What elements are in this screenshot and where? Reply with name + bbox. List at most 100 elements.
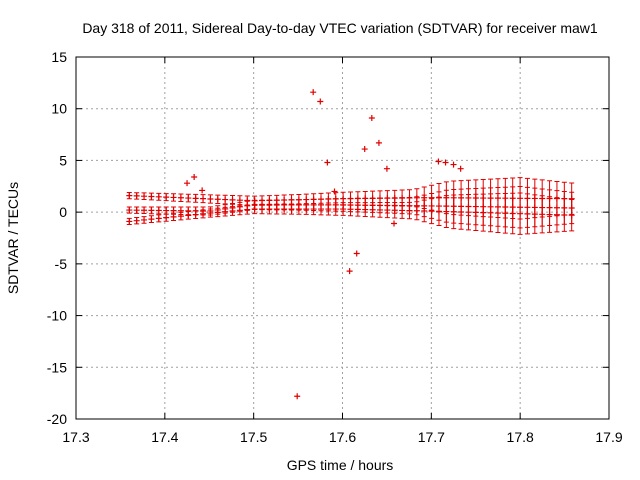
data-point [340, 206, 347, 213]
data-point [450, 208, 457, 215]
y-tick-label: -5 [55, 256, 68, 272]
y-tick-label: 0 [59, 204, 67, 220]
data-point [502, 210, 509, 217]
data-point [126, 192, 133, 199]
data-point [222, 208, 229, 215]
data-point [133, 217, 140, 224]
data-point [465, 209, 472, 216]
data-point [487, 209, 494, 216]
data-point [539, 211, 546, 218]
data-point [229, 196, 236, 203]
data-point [273, 206, 280, 213]
y-tick-label: -15 [47, 359, 67, 375]
data-point [163, 194, 170, 201]
data-point [259, 206, 266, 213]
outlier-point [317, 98, 324, 105]
data-point [177, 213, 184, 220]
x-axis-label: GPS time / hours [287, 457, 394, 473]
outlier-point [375, 139, 382, 146]
data-point [229, 208, 236, 215]
outlier-point [435, 158, 442, 165]
data-point [192, 211, 199, 218]
chart-title: Day 318 of 2011, Sidereal Day-to-day VTE… [82, 20, 598, 36]
data-point [141, 207, 148, 214]
grid-lines [76, 57, 609, 419]
data-point [561, 211, 568, 218]
data-point [155, 215, 162, 222]
data-point [413, 207, 420, 214]
data-point [185, 212, 192, 219]
data-point [568, 212, 575, 219]
data-point [458, 208, 465, 215]
data-point [170, 213, 177, 220]
data-point [399, 207, 406, 214]
y-tick-label: 5 [59, 152, 67, 168]
data-point [126, 218, 133, 225]
outlier-point [353, 250, 360, 257]
data-point [251, 206, 258, 213]
data-point [236, 207, 243, 214]
data-point [163, 207, 170, 214]
data-point [362, 206, 369, 213]
x-tick-label: 17.5 [240, 429, 267, 445]
data-point [494, 210, 501, 217]
data-point [347, 206, 354, 213]
data-point [303, 206, 310, 213]
data-point [318, 206, 325, 213]
data-point [531, 211, 538, 218]
data-point [266, 206, 273, 213]
data-point [207, 195, 214, 202]
data-point [288, 206, 295, 213]
data-point [472, 209, 479, 216]
data-point [200, 210, 207, 217]
x-tick-label: 17.7 [418, 429, 445, 445]
outlier-point [324, 159, 331, 166]
outlier-point [457, 165, 464, 172]
data-point [222, 196, 229, 203]
axis-ticks: 17.3 17.4 17.5 17.6 17.7 17.8 17.9 -20 -15 -10 -5 0… [47, 49, 623, 445]
data-point [546, 211, 553, 218]
data-point [354, 206, 361, 213]
data-point [155, 193, 162, 200]
data-point [421, 207, 428, 214]
data-point [133, 192, 140, 199]
data-point [214, 196, 221, 203]
data-point [126, 207, 133, 214]
data-point [200, 195, 207, 202]
data-point [295, 206, 302, 213]
data-point [524, 210, 531, 217]
outlier-point [442, 159, 449, 166]
data-point [369, 206, 376, 213]
outlier-point [294, 393, 301, 400]
data-point [332, 206, 339, 213]
data-point [207, 210, 214, 217]
x-tick-label: 17.6 [329, 429, 356, 445]
data-point [148, 207, 155, 214]
data-point [185, 195, 192, 202]
x-tick-label: 17.8 [507, 429, 534, 445]
data-point [214, 209, 221, 216]
data-point [376, 206, 383, 213]
y-tick-label: 10 [51, 101, 67, 117]
data-point [141, 193, 148, 200]
data-point [443, 208, 450, 215]
data-point [155, 207, 162, 214]
x-tick-label: 17.9 [595, 429, 622, 445]
data-point [517, 210, 524, 217]
data-point [509, 210, 516, 217]
outlier-point [383, 165, 390, 172]
outlier-point [184, 180, 191, 187]
data-point [170, 207, 177, 214]
data-point [406, 207, 413, 214]
data-point [391, 207, 398, 214]
outlier-point [361, 146, 368, 153]
y-tick-label: -20 [47, 411, 67, 427]
y-tick-label: -10 [47, 308, 67, 324]
outlier-point [191, 173, 198, 180]
data-point [141, 216, 148, 223]
outlier-point [368, 115, 375, 122]
data-point [133, 207, 140, 214]
data-point [177, 194, 184, 201]
data-point [170, 194, 177, 201]
data-point [384, 207, 391, 214]
